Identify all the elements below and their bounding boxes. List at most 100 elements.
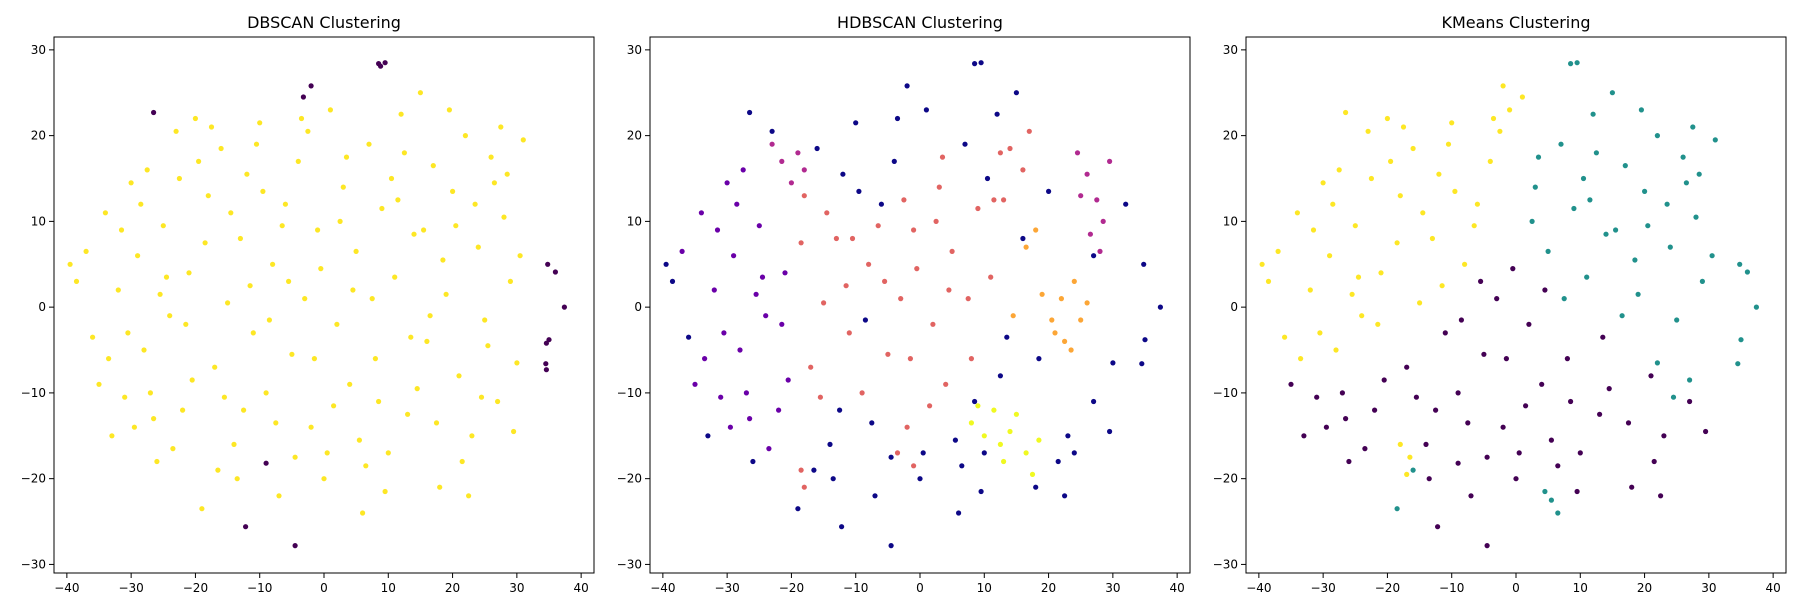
scatter-point xyxy=(408,334,414,340)
scatter-point xyxy=(1349,291,1355,297)
x-tick-label: −30 xyxy=(714,581,739,595)
scatter-point xyxy=(1645,223,1651,229)
scatter-point xyxy=(875,223,881,229)
scatter-point xyxy=(1613,227,1619,233)
scatter-point xyxy=(1091,398,1097,405)
scatter-point xyxy=(324,450,330,456)
scatter-point xyxy=(1330,201,1336,207)
scatter-point xyxy=(1651,458,1657,465)
scatter-point xyxy=(331,403,337,409)
scatter-point xyxy=(1426,476,1432,482)
scatter-point xyxy=(241,407,247,413)
scatter-point xyxy=(1680,154,1686,160)
scatter-point xyxy=(978,488,984,495)
scatter-point xyxy=(1087,231,1093,237)
scatter-point xyxy=(839,524,845,530)
scatter-point xyxy=(1735,361,1741,367)
scatter-point xyxy=(247,283,253,289)
scatter-point xyxy=(382,60,388,66)
x-tick-label: −40 xyxy=(1246,581,1271,595)
scatter-point xyxy=(817,394,824,400)
scatter-point xyxy=(510,428,517,435)
scatter-point xyxy=(308,83,314,89)
scatter-point xyxy=(1052,330,1058,336)
scatter-point xyxy=(994,111,1000,117)
scatter-point xyxy=(552,269,559,275)
scatter-point xyxy=(1661,433,1667,439)
scatter-point xyxy=(1410,145,1416,152)
x-tick-label: 30 xyxy=(1105,581,1120,595)
scatter-point xyxy=(1001,458,1007,465)
scatter-point xyxy=(1078,193,1084,199)
scatter-point xyxy=(1282,334,1288,340)
scatter-point xyxy=(176,175,182,182)
scatter-point xyxy=(1033,484,1039,490)
scatter-point xyxy=(669,278,676,284)
scatter-point xyxy=(747,416,753,422)
x-tick-label: 10 xyxy=(381,581,396,595)
chart-title: DBSCAN Clustering xyxy=(247,13,401,32)
scatter-point xyxy=(1355,274,1362,280)
scatter-point xyxy=(808,364,814,370)
scatter-point xyxy=(837,407,843,413)
scatter-point xyxy=(731,253,737,259)
scatter-point xyxy=(766,446,772,452)
scatter-point xyxy=(1436,171,1442,177)
scatter-point xyxy=(1091,253,1097,259)
scatter-point xyxy=(827,441,833,447)
x-tick-label: 0 xyxy=(320,581,328,595)
scatter-point xyxy=(1542,287,1548,293)
scatter-point xyxy=(1600,334,1606,340)
x-tick-label: 0 xyxy=(916,581,924,595)
scatter-point xyxy=(679,248,685,254)
scatter-point xyxy=(785,377,791,383)
scatter-point xyxy=(1157,304,1163,310)
scatter-point xyxy=(1597,411,1603,417)
scatter-point xyxy=(1372,407,1378,413)
scatter-point xyxy=(1487,158,1493,164)
scatter-point xyxy=(1693,214,1699,220)
scatter-point xyxy=(378,63,384,69)
scatter-point xyxy=(295,158,301,164)
scatter-point xyxy=(1362,446,1368,452)
scatter-point xyxy=(1510,266,1516,272)
scatter-point xyxy=(1020,235,1026,242)
scatter-point xyxy=(888,454,894,460)
scatter-point xyxy=(1642,188,1648,194)
scatter-point xyxy=(952,437,959,443)
scatter-point xyxy=(300,94,306,100)
x-tick-label: 40 xyxy=(574,581,589,595)
scatter-point xyxy=(1139,361,1145,367)
scatter-point xyxy=(904,424,910,430)
scatter-point xyxy=(705,433,711,439)
scatter-point xyxy=(1555,463,1561,469)
scatter-point xyxy=(507,278,513,284)
scatter-point xyxy=(308,424,314,430)
x-tick-label: −20 xyxy=(183,581,208,595)
scatter-point xyxy=(218,145,224,152)
x-tick-label: 20 xyxy=(1637,581,1652,595)
scatter-point xyxy=(846,330,852,336)
scatter-point xyxy=(894,115,901,122)
scatter-point xyxy=(379,205,385,212)
scatter-point xyxy=(1007,428,1013,435)
scatter-point xyxy=(1529,218,1535,224)
scatter-point xyxy=(96,381,102,387)
scatter-point xyxy=(446,107,452,113)
scatter-point xyxy=(753,291,759,297)
scatter-point xyxy=(1513,476,1519,482)
scatter-point xyxy=(141,347,147,353)
scatter-point xyxy=(975,403,981,409)
scatter-point xyxy=(1094,197,1100,203)
scatter-point xyxy=(1404,364,1410,370)
scatter-point xyxy=(1384,115,1390,122)
x-tick-label: 30 xyxy=(1701,581,1716,595)
scatter-point xyxy=(360,510,366,516)
scatter-point xyxy=(981,433,987,439)
scatter-point xyxy=(927,403,933,409)
x-tick-label: 10 xyxy=(1573,581,1588,595)
scatter-point xyxy=(392,274,398,280)
scatter-point xyxy=(1519,94,1525,100)
scatter-point xyxy=(545,261,551,267)
scatter-point xyxy=(714,227,721,233)
